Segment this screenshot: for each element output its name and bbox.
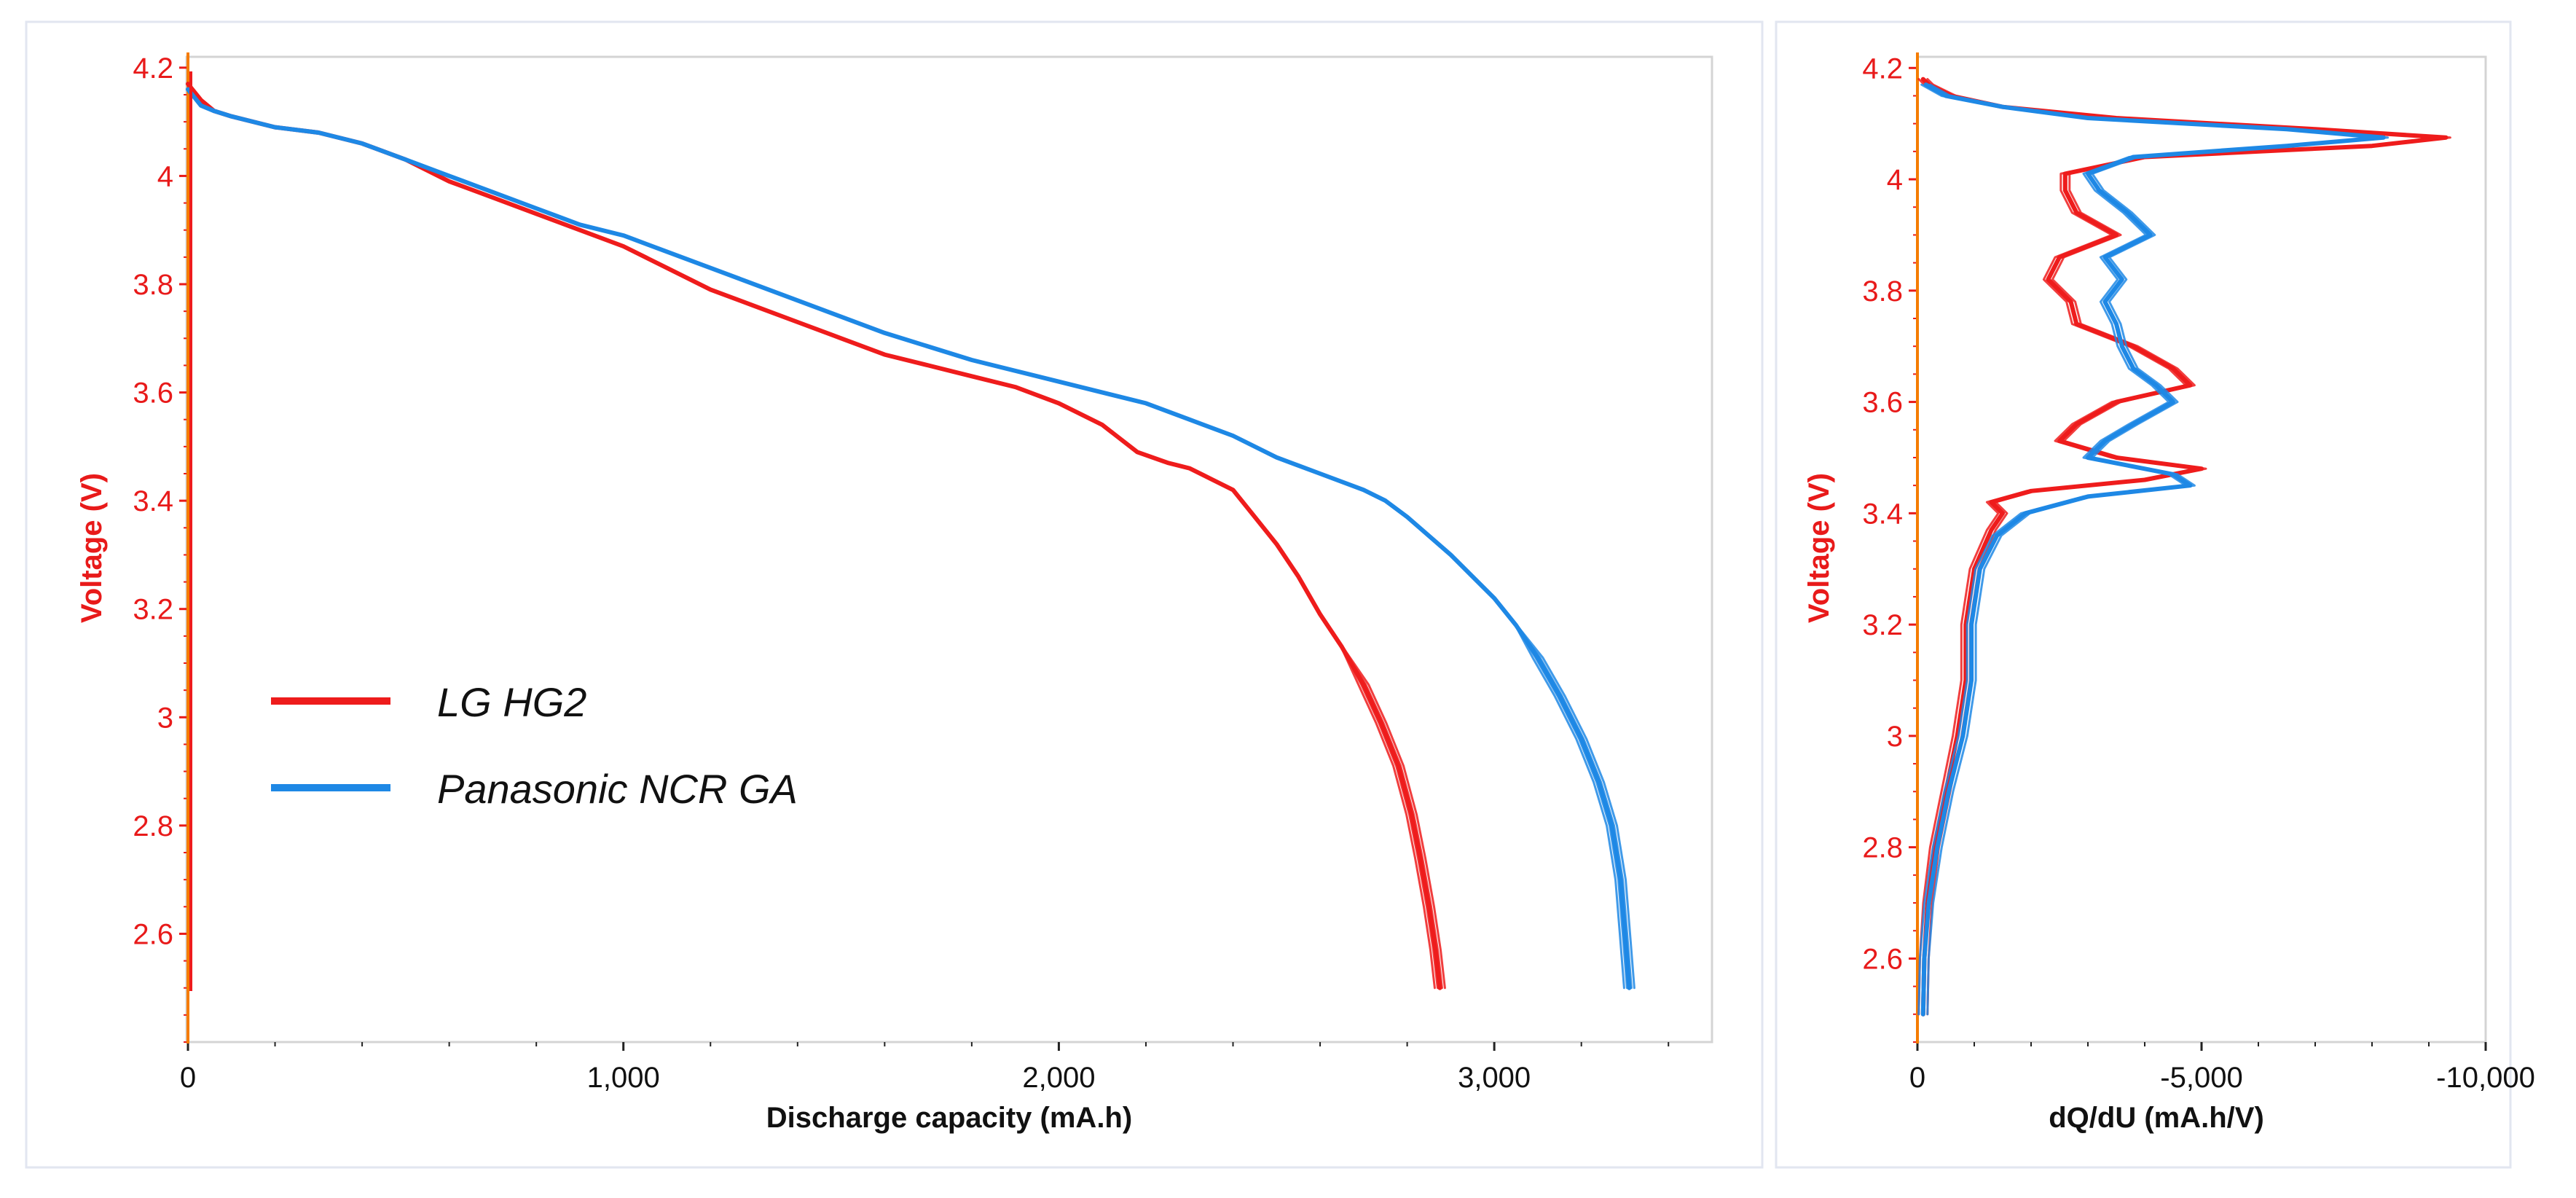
right-y-tick-label: 3.4 [1862,498,1903,530]
chart-left-voltage-vs-capacity: 2.6 2.8 3 3.2 3.4 3.6 3.8 4 4.2 0 1,000 2,000 3,000… [76,52,1713,1134]
left-y-tick-label: 4.2 [133,52,173,85]
right-series-panasonic-ncr-ga [1926,83,2390,1016]
chart-right-dqdu: 2.6 2.8 3 3.2 3.4 3.6 3.8 4 4.2 0 -5,000 -10,000 d… [1803,52,2535,1134]
right-y-tick-label: 4 [1887,164,1903,196]
right-y-tick-label: 2.6 [1862,943,1903,975]
left-y-tick-label: 2.6 [133,918,173,950]
left-y-tick-label: 3 [157,702,173,734]
right-x-axis-label: dQ/dU (mA.h/V) [2049,1102,2264,1134]
left-x-tick-labels: 0 1,000 2,000 3,000 [180,1042,1531,1094]
right-y-tick-labels: 2.6 2.8 3 3.2 3.4 3.6 3.8 4 4.2 [1862,52,1917,975]
left-y-tick-label: 4 [157,160,173,192]
left-x-tick-label: 2,000 [1022,1062,1095,1094]
left-y-tick-label: 3.2 [133,594,173,626]
right-y-tick-label: 4.2 [1862,52,1903,85]
right-x-tick-label: -10,000 [2436,1062,2535,1094]
right-y-tick-label: 2.8 [1862,832,1903,864]
left-series-panasonic-ncr-ga [187,88,1635,990]
left-x-tick-label: 1,000 [587,1062,660,1094]
left-x-axis-label: Discharge capacity (mA.h) [766,1102,1132,1134]
left-panel-frame [25,20,1764,1169]
left-x-minor-ticks [187,1042,1670,1046]
left-x-tick-label: 3,000 [1458,1062,1531,1094]
legend-label-panasonic: Panasonic NCR GA [437,766,798,812]
right-x-tick-label: -5,000 [2160,1062,2242,1094]
left-y-tick-label: 3.6 [133,377,173,410]
right-x-tick-label: 0 [1909,1062,1925,1094]
left-y-axis-label: Voltage (V) [76,473,108,623]
right-y-tick-label: 3 [1887,721,1903,753]
right-y-tick-label: 3.8 [1862,275,1903,308]
right-y-axis-label: Voltage (V) [1803,473,1835,623]
right-y-tick-label: 3.6 [1862,387,1903,419]
left-y-tick-label: 3.4 [133,485,173,517]
left-series-group [186,71,1635,991]
right-series-group [1917,77,2451,1017]
legend-label-lg-hg2: LG HG2 [437,679,586,725]
legend: LG HG2 Panasonic NCR GA [271,679,798,812]
left-y-tick-label: 2.8 [133,810,173,842]
right-x-tick-labels: 0 -5,000 -10,000 [1909,1042,2535,1094]
left-y-tick-label: 3.8 [133,269,173,301]
right-y-tick-label: 3.2 [1862,609,1903,641]
left-x-tick-label: 0 [180,1062,196,1094]
left-y-tick-labels: 2.6 2.8 3 3.2 3.4 3.6 3.8 4 4.2 [133,52,188,950]
right-panel-frame [1775,20,2512,1169]
